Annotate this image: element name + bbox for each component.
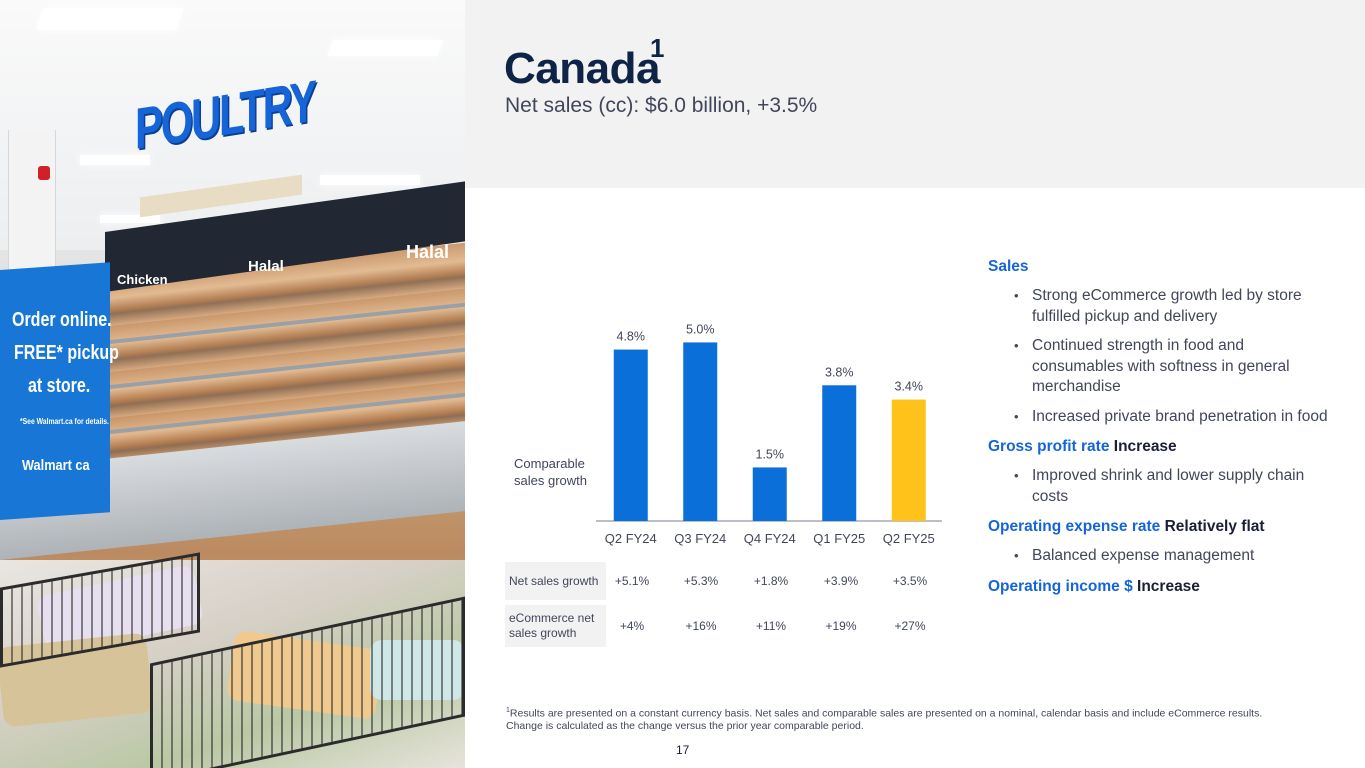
opex-bullet: Balanced expense management [988, 546, 1338, 567]
ceiling-light [100, 215, 160, 223]
ceiling-light [327, 40, 443, 56]
title-superscript: 1 [650, 33, 665, 63]
operating-income-value: Increase [1137, 577, 1200, 595]
table-cell: +27% [894, 619, 926, 633]
gross-profit-head: Gross profit rate [988, 438, 1110, 455]
x-tick-label: Q2 FY25 [883, 531, 935, 546]
opex-head: Operating expense rate [988, 518, 1161, 535]
sales-bullet: Continued strength in food and consumabl… [988, 336, 1338, 398]
chart-y-label: Comparable sales growth [514, 456, 587, 488]
table-cell: +5.3% [683, 574, 719, 588]
operating-income-head: Operating income $ [988, 577, 1133, 595]
bar-q4-fy24 [752, 467, 787, 521]
data-label: 1.5% [756, 447, 785, 461]
case-label-halal: Halal [406, 242, 450, 262]
table-cell: +11% [755, 619, 787, 633]
page-title: Canada [504, 44, 660, 93]
sales-head: Sales [988, 258, 1029, 275]
pillar [8, 130, 56, 280]
x-tick-label: Q1 FY25 [813, 531, 865, 546]
case-label-chicken: Chicken [117, 272, 168, 287]
table-cell: +4% [619, 619, 645, 633]
table-row-label: Net sales growth [505, 562, 606, 600]
banner-line: FREE* pickup [14, 342, 119, 364]
banner-line: at store. [28, 375, 91, 397]
data-label: 4.8% [617, 330, 646, 344]
sales-bullet: Strong eCommerce growth led by store ful… [988, 286, 1338, 327]
data-label: 3.4% [895, 380, 924, 394]
x-tick-label: Q4 FY24 [744, 531, 796, 546]
x-tick-label: Q3 FY24 [674, 531, 726, 546]
header-band [465, 0, 1365, 188]
store-photo: POULTRY Chicken Halal Halal Order online… [0, 0, 465, 768]
poultry-sign: POULTRY [135, 68, 315, 162]
banner-line: *See Walmart.ca for details. [20, 417, 109, 426]
opex-value: Relatively flat [1164, 518, 1265, 535]
data-label: 3.8% [825, 365, 854, 379]
walmart-logo: Walmart ca [22, 457, 90, 474]
sales-bullet: Increased private brand penetration in f… [988, 407, 1338, 428]
table-row-label: eCommerce net sales growth [505, 605, 606, 647]
table-cell: +1.8% [753, 574, 789, 588]
footnote-marker: 1 [506, 707, 510, 714]
bar-q1-fy25 [822, 385, 857, 521]
footnote-text: Results are presented on a constant curr… [506, 707, 1263, 732]
banner-line: Order online. [12, 309, 112, 331]
ceiling-light [35, 8, 185, 30]
ceiling-light [80, 155, 150, 165]
opex-section: Operating expense rate Relatively flat B… [988, 518, 1338, 567]
table-cell: +16% [685, 619, 717, 633]
gross-profit-section: Gross profit rate Increase Improved shri… [988, 438, 1338, 507]
table-cell: +19% [825, 619, 857, 633]
bar-q2-fy25 [891, 399, 926, 521]
gross-profit-value: Increase [1113, 438, 1177, 455]
comparable-sales-chart: 4.8% Q2 FY24 5.0% Q3 FY24 1.5% Q4 FY24 3.8% Q1 … [596, 322, 942, 546]
case-label-halal: Halal [248, 258, 284, 275]
x-tick-label: Q2 FY24 [605, 531, 657, 546]
table-cell: +3.5% [892, 574, 928, 588]
page-number: 17 [676, 743, 690, 757]
operating-income-section: Operating income $ Increase [988, 578, 1338, 596]
page-subtitle: Net sales (cc): $6.0 billion, +3.5% [505, 94, 818, 117]
commentary: Sales Strong eCommerce growth led by sto… [988, 258, 1338, 607]
table-cell: +3.9% [823, 574, 859, 588]
data-label: 5.0% [686, 322, 715, 336]
bar-q2-fy24 [613, 349, 648, 521]
gross-profit-bullet: Improved shrink and lower supply chain c… [988, 466, 1338, 507]
table-cell: +5.1% [614, 574, 650, 588]
fire-alarm-icon [38, 166, 50, 180]
footnote: 1Results are presented on a constant cur… [506, 705, 1296, 732]
ceiling-light [320, 175, 420, 185]
bar-q3-fy24 [683, 342, 718, 521]
sales-section: Sales Strong eCommerce growth led by sto… [988, 258, 1338, 427]
